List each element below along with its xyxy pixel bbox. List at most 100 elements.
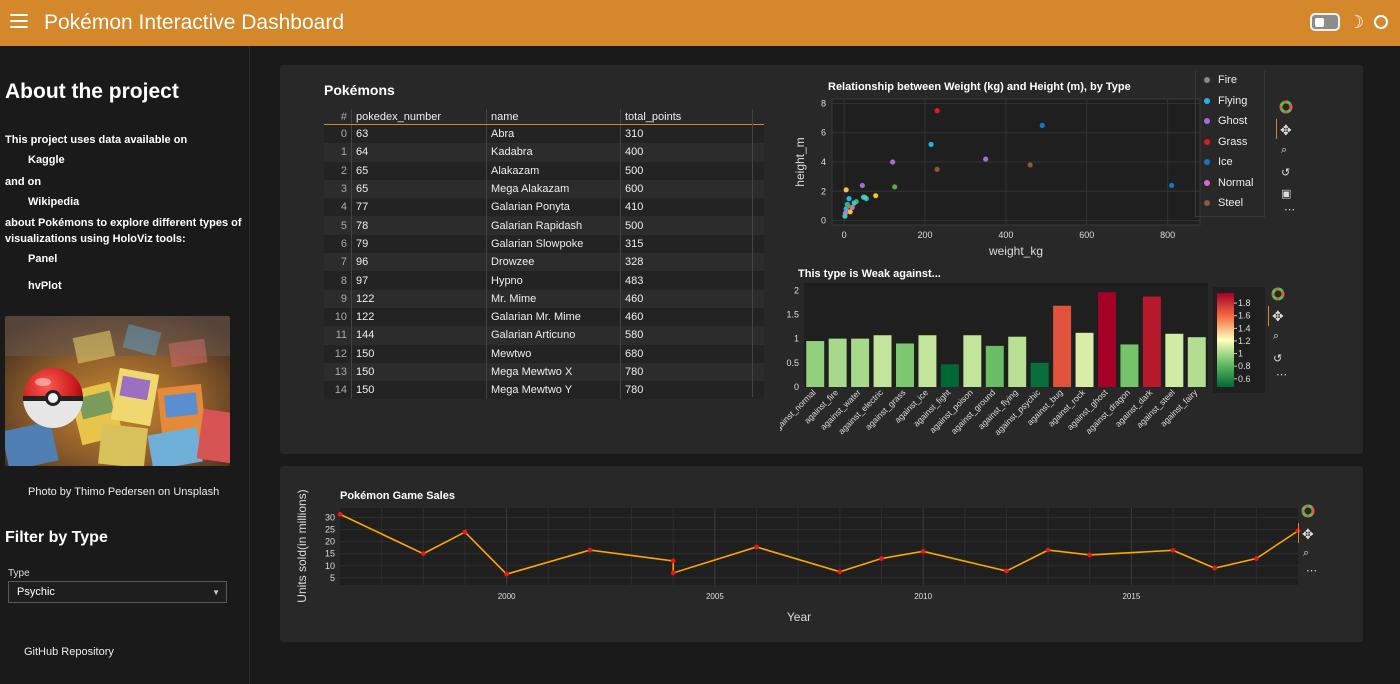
data-point [504, 571, 510, 577]
table-cell: Mr. Mime [487, 289, 621, 308]
legend-item[interactable]: Flying [1204, 95, 1247, 107]
scatter-point [892, 184, 898, 190]
table-row[interactable]: 2 65 Alakazam 500 [324, 161, 764, 180]
bar-chart[interactable]: This type is Weak against...00.511.52aga… [780, 265, 1290, 454]
table-cell: Galarian Ponyta [487, 198, 621, 217]
y-axis-label: height_m [793, 137, 807, 186]
table-cell: Kadabra [487, 143, 621, 162]
column-header[interactable]: # [324, 109, 352, 124]
table-row[interactable]: 12 150 Mewtwo 680 [324, 344, 764, 363]
scatter-point [934, 166, 940, 172]
top-card: Pokémons # pokedex_number name total_poi… [280, 65, 1363, 454]
scatter-point [1027, 162, 1033, 168]
table-cell: 580 [625, 329, 644, 342]
table-row[interactable]: 13 150 Mega Mewtwo X 780 [324, 362, 764, 382]
column-header[interactable]: total_points [625, 111, 682, 123]
menu-icon[interactable] [10, 14, 28, 30]
sidebar: About the project This project uses data… [0, 46, 250, 684]
table-cell: Mega Mewtwo Y [487, 381, 621, 399]
legend-item[interactable]: Grass [1204, 136, 1247, 148]
sales-line-chart[interactable]: Pokémon Game Sales 5 10 15 20 25 30 2000 2005 201… [294, 482, 1304, 632]
table-row[interactable]: 3 65 Mega Alakazam 600 [324, 179, 764, 199]
table-cell: 5 [324, 216, 352, 235]
more-icon[interactable]: ⋯ [1276, 369, 1287, 381]
legend-item[interactable]: Steel [1204, 197, 1243, 209]
legend-item[interactable]: Fire [1204, 74, 1237, 86]
data-point [587, 547, 593, 553]
scatter-chart[interactable]: Relationship between Weight (kg) and Hei… [780, 75, 1220, 275]
table-row[interactable]: 7 96 Drowzee 328 [324, 253, 764, 272]
save-icon[interactable]: ▣ [1281, 188, 1292, 200]
table-body: 0 63 Abra 310 1 64 Kadabra 400 2 65 Alakazam 500 3 65… [324, 125, 764, 399]
legend-swatch [1204, 118, 1210, 124]
legend-item[interactable]: Normal [1204, 177, 1253, 189]
moon-icon[interactable]: ☽ [1348, 12, 1365, 32]
table-cell: 65 [352, 161, 487, 180]
reset-icon[interactable]: ↺ [1273, 353, 1283, 365]
scatter-point [843, 187, 849, 193]
scatter-point [928, 141, 934, 148]
circle-icon[interactable] [1374, 15, 1388, 29]
pokemon-table[interactable]: # pokedex_number name total_points 0 63 Ab… [324, 109, 764, 399]
column-header[interactable]: pokedex_number [352, 109, 487, 124]
box-zoom-icon[interactable]: ⌕ [1273, 330, 1280, 342]
table-row[interactable]: 5 78 Galarian Rapidash 500 [324, 216, 764, 235]
table-row[interactable]: 8 97 Hypno 483 [324, 271, 764, 290]
reset-icon[interactable]: ↺ [1281, 167, 1291, 179]
wikipedia-link[interactable]: Wikipedia [28, 196, 80, 208]
table-cell: 64 [352, 143, 487, 162]
bokeh-logo-icon[interactable] [1278, 99, 1294, 115]
type-label: Type [8, 568, 30, 579]
table-row[interactable]: 1 64 Kadabra 400 [324, 143, 764, 162]
data-point [337, 511, 343, 517]
legend-item[interactable]: Ghost [1204, 115, 1247, 127]
table-cell: Galarian Articuno [487, 326, 621, 345]
type-select[interactable]: Psychic ▼ [8, 581, 227, 603]
github-link[interactable]: GitHub Repository [24, 646, 114, 658]
table-cell: 96 [352, 253, 487, 272]
legend-item[interactable]: Ice [1204, 156, 1233, 168]
table-row[interactable]: 9 122 Mr. Mime 460 [324, 289, 764, 308]
type-select-value: Psychic [17, 586, 55, 598]
table-cell: 780 [625, 384, 644, 397]
tick-label: 1.5 [786, 309, 799, 319]
kaggle-link[interactable]: Kaggle [28, 154, 65, 166]
column-header[interactable]: name [487, 109, 621, 124]
table-row[interactable]: 10 122 Galarian Mr. Mime 460 [324, 307, 764, 327]
table-row[interactable]: 0 63 Abra 310 [324, 125, 764, 144]
table-cell: 0 [324, 125, 352, 144]
bar [1187, 337, 1206, 387]
tick-label: 6 [821, 128, 826, 138]
table-cell: Galarian Mr. Mime [487, 307, 621, 327]
panel-link[interactable]: Panel [28, 253, 58, 265]
table-cell: 13 [324, 362, 352, 382]
pan-icon[interactable]: ✥ [1280, 122, 1292, 138]
table-cell: 11 [324, 326, 352, 345]
bar [828, 338, 847, 387]
more-icon[interactable]: ⋯ [1306, 565, 1317, 577]
hvplot-link[interactable]: hvPlot [28, 280, 62, 292]
pan-icon[interactable]: ✥ [1272, 308, 1284, 324]
app-title: Pokémon Interactive Dashboard [44, 11, 344, 34]
table-row[interactable]: 14 150 Mega Mewtwo Y 780 [324, 381, 764, 399]
table-cell: Mega Mewtwo X [487, 362, 621, 382]
pan-icon[interactable]: ✥ [1302, 526, 1314, 542]
table-row[interactable]: 4 77 Galarian Ponyta 410 [324, 198, 764, 217]
theme-toggle[interactable] [1310, 13, 1340, 31]
tick-label: 0.8 [1238, 361, 1251, 371]
scatter-point [849, 204, 855, 211]
table-row[interactable]: 11 144 Galarian Articuno 580 [324, 326, 764, 345]
bar [1098, 292, 1116, 387]
bar [1120, 344, 1139, 387]
bokeh-logo-icon[interactable] [1300, 503, 1316, 519]
tick-label: 2010 [914, 592, 932, 601]
tick-label: 10 [325, 561, 335, 571]
more-icon[interactable]: ⋯ [1284, 204, 1295, 216]
x-axis-label: Year [787, 610, 811, 624]
box-zoom-icon[interactable]: ⌕ [1303, 547, 1310, 559]
box-zoom-icon[interactable]: ⌕ [1281, 144, 1288, 156]
table-cell: Mewtwo [487, 344, 621, 363]
table-row[interactable]: 6 79 Galarian Slowpoke 315 [324, 234, 764, 254]
bokeh-logo-icon[interactable] [1270, 286, 1286, 302]
table-cell: Hypno [487, 271, 621, 290]
